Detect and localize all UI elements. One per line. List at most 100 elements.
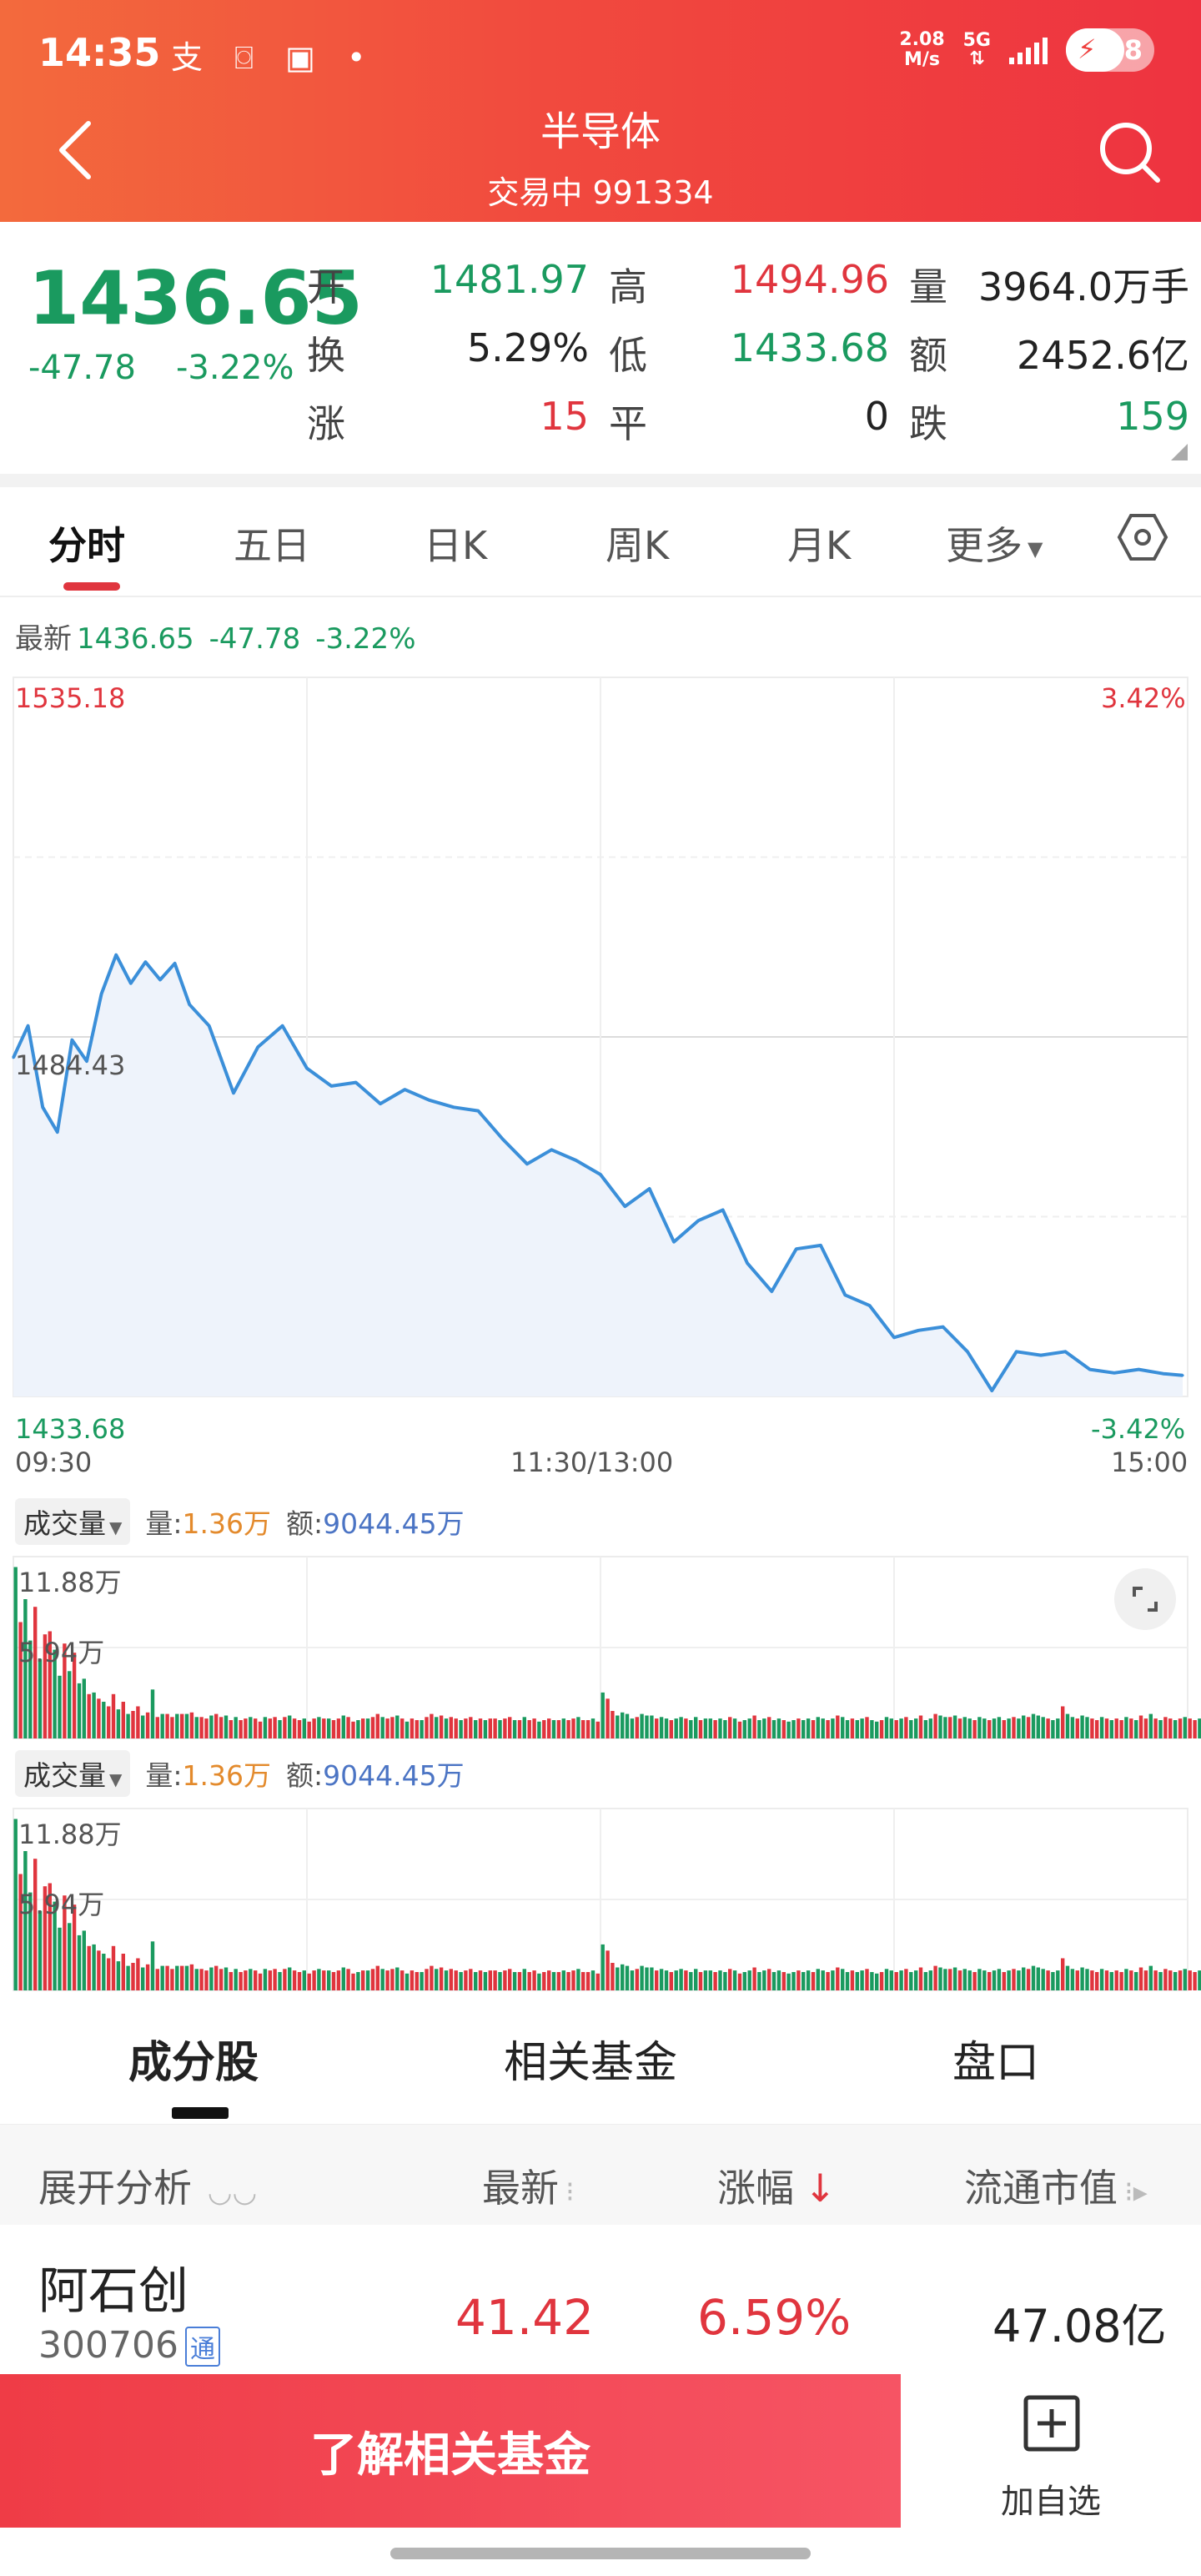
volume-bar (933, 1965, 937, 1990)
volume-bar (816, 1969, 820, 1990)
volume-bar (224, 1967, 229, 1990)
volume-bar (938, 1967, 942, 1990)
section-tabs: 成分股 相关基金 盘口 (0, 2002, 1201, 2121)
tab-more[interactable]: 更多 ▼ (946, 516, 1043, 571)
add-watchlist-button[interactable]: 加自选 (901, 2374, 1201, 2528)
price-change-pct: -3.22% (175, 349, 294, 387)
tab-five-day[interactable]: 五日 (234, 523, 310, 568)
tab-order-book[interactable]: 盘口 (952, 2038, 1040, 2088)
volume-bar (1173, 1972, 1178, 1990)
volume-bar (63, 1643, 67, 1738)
volume-bar (542, 1972, 546, 1990)
volume-chart-1[interactable] (0, 1553, 1201, 1742)
stock-cap: 47.08亿 (992, 2300, 1167, 2352)
flat-count-label: 平 (609, 401, 647, 446)
volume-bar (972, 1720, 977, 1738)
volume-bar (595, 1721, 600, 1738)
tab-constituents[interactable]: 成分股 (128, 2038, 259, 2088)
expand-analysis[interactable]: 展开分析 ◡◡ (38, 2158, 257, 2213)
tab-intraday[interactable]: 分时 (48, 523, 125, 568)
volume-bar (292, 1970, 297, 1990)
volume-bar (224, 1715, 229, 1738)
volume-bar (561, 1718, 565, 1738)
volume-bar (97, 1950, 101, 1990)
volume-bar (365, 1718, 370, 1738)
volume-bar (390, 1969, 394, 1990)
volume-bar (737, 1721, 742, 1738)
column-latest-label: 最新 (482, 2166, 559, 2211)
volume-bar (1007, 1970, 1011, 1990)
volume-bar (684, 1718, 688, 1738)
expand-corner-icon[interactable] (1171, 444, 1188, 460)
volume-bar (219, 1969, 224, 1990)
price-point (428, 1099, 431, 1102)
down-count-label: 跌 (909, 401, 947, 446)
volume-bar (385, 1718, 389, 1738)
column-latest[interactable]: 最新 ⁝ (482, 2158, 575, 2213)
volume-bar (635, 1969, 639, 1990)
battery-level: 58 (1105, 34, 1143, 66)
price-point (525, 1162, 529, 1165)
price-point (1039, 1354, 1043, 1357)
home-indicator[interactable] (390, 2548, 811, 2559)
volume-indicator-select-2[interactable]: 成交量 ▼ (15, 1750, 131, 1797)
volume-bar (249, 1969, 253, 1990)
volume-bar (1153, 1718, 1158, 1738)
volume-bar (850, 1970, 855, 1990)
high-label: 高 (609, 264, 647, 309)
volume-bar (547, 1718, 551, 1738)
volume-bar (209, 1715, 214, 1738)
volume-bar (781, 1972, 786, 1990)
volume-bar (1017, 1718, 1021, 1738)
search-icon[interactable] (1094, 117, 1163, 185)
volume-bar (454, 1718, 458, 1738)
volume-bar (977, 1969, 982, 1990)
column-cap[interactable]: 流通市值 ⁝▸ (964, 2158, 1148, 2213)
volume-bar (1104, 1718, 1109, 1738)
intraday-price-chart[interactable] (0, 667, 1201, 1447)
learn-funds-button[interactable]: 了解相关基金 (0, 2374, 901, 2528)
volume-bar (982, 1718, 987, 1738)
volume-bar (909, 1972, 913, 1990)
status-right: 2.08 M/s 5G ⇅ ⚡ 58 (899, 28, 1154, 72)
volume-bar (254, 1970, 258, 1990)
tab-related-funds[interactable]: 相关基金 (504, 2038, 678, 2088)
volume-bar (923, 1972, 928, 1990)
volume-bar (732, 1718, 737, 1738)
volume-bar (611, 1963, 615, 1990)
tab-daily-k[interactable]: 日K (424, 523, 488, 568)
volume-bar (370, 1717, 375, 1738)
table-row[interactable]: 阿石创 300706 通 41.42 6.59% 47.08亿 (0, 2226, 1201, 2376)
volume-indicator-select[interactable]: 成交量 ▼ (15, 1498, 131, 1545)
turnover-value: 5.29% (466, 325, 589, 370)
volume-bar (288, 1715, 292, 1738)
volume-bar (566, 1972, 570, 1990)
volume-bar (13, 1567, 18, 1738)
volume-bar (1124, 1969, 1128, 1990)
volume-bar (611, 1711, 615, 1738)
volume-bar (566, 1720, 570, 1738)
chart-settings-icon[interactable] (1116, 511, 1169, 564)
volume-bar (1129, 1718, 1133, 1738)
price-point (305, 1067, 309, 1070)
column-change[interactable]: 涨幅 ↓ (717, 2158, 837, 2213)
volume-bar (449, 1969, 453, 1990)
volume-bar (1193, 1720, 1197, 1738)
back-icon[interactable] (50, 117, 100, 184)
tab-weekly-k[interactable]: 周K (606, 523, 670, 568)
volume-bar (1061, 1958, 1065, 1990)
volume-bar (283, 1969, 287, 1990)
volume-bar (1134, 1972, 1138, 1990)
volume-bar (1119, 1720, 1123, 1738)
volume-bar (1036, 1967, 1040, 1990)
volume-qty-label: 量: (145, 1507, 183, 1540)
volume-chart-2[interactable] (0, 1805, 1201, 1994)
volume-indicator-label: 成交量 (23, 1507, 106, 1540)
volume-bar (493, 1718, 497, 1738)
volume-bar (121, 1954, 125, 1990)
tab-monthly-k[interactable]: 月K (787, 523, 852, 568)
volume-bar (595, 1973, 600, 1990)
volume-bar (1178, 1718, 1183, 1738)
volume-bar (757, 1972, 761, 1990)
fullscreen-icon[interactable] (1114, 1568, 1176, 1630)
